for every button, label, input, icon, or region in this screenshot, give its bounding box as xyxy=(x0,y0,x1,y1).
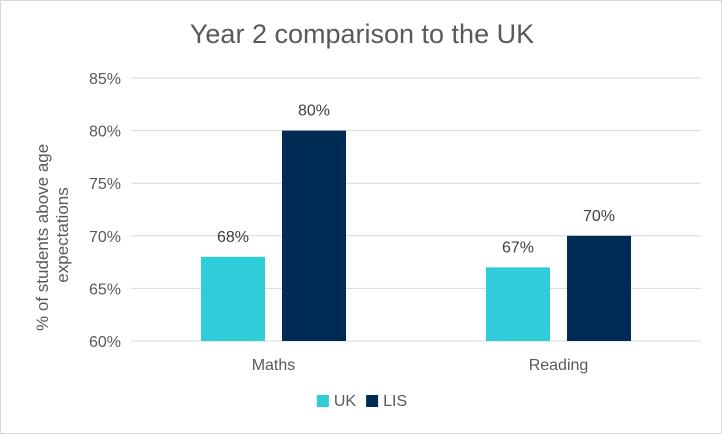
y-axis-label-line-1: % of students above age xyxy=(33,144,52,331)
bar-series xyxy=(201,130,631,341)
data-label: 70% xyxy=(583,208,615,225)
x-tick-label: Maths xyxy=(252,357,296,374)
data-labels: 68% 80% 67% 70% xyxy=(217,103,615,257)
data-label: 80% xyxy=(298,103,330,120)
chart-title: Year 2 comparison to the UK xyxy=(190,19,534,49)
y-axis-label: % of students above age expectations xyxy=(33,139,72,331)
bar-lis-maths xyxy=(282,130,346,341)
y-tick-label: 70% xyxy=(89,229,121,246)
data-label: 67% xyxy=(502,239,534,256)
y-tick-label: 75% xyxy=(89,176,121,193)
data-label: 68% xyxy=(217,229,249,246)
y-tick-label: 85% xyxy=(89,71,121,88)
bar-uk-reading xyxy=(486,267,550,341)
legend-swatch-uk xyxy=(316,395,329,407)
legend: UK LIS xyxy=(316,393,407,410)
y-tick-label: 65% xyxy=(89,281,121,298)
x-axis-ticks: Maths Reading xyxy=(252,357,589,374)
y-tick-label: 60% xyxy=(89,334,121,351)
legend-label-uk: UK xyxy=(334,393,357,410)
legend-swatch-lis xyxy=(366,395,379,407)
svg-text:% of students above age: % of students above age expectations xyxy=(33,139,72,331)
x-tick-label: Reading xyxy=(529,357,589,374)
y-axis-label-line-2: expectations xyxy=(53,187,72,282)
bar-uk-maths xyxy=(201,256,265,341)
y-axis-ticks: 60% 65% 70% 75% 80% 85% xyxy=(89,71,121,351)
legend-label-lis: LIS xyxy=(383,393,407,410)
y-tick-label: 80% xyxy=(89,124,121,141)
bar-lis-reading xyxy=(567,235,631,341)
